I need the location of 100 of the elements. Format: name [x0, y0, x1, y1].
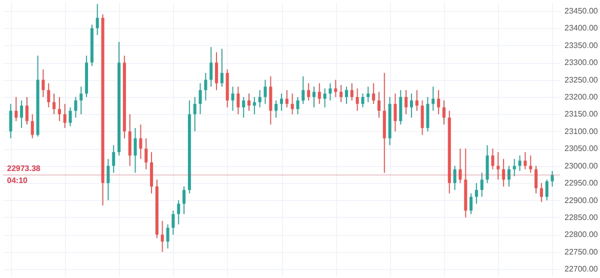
- candlestick: [274, 100, 278, 118]
- candlestick: [285, 90, 288, 108]
- candlestick: [312, 86, 316, 108]
- candlestick: [134, 127, 137, 174]
- y-tick-label: 23300.00: [564, 58, 598, 68]
- candlestick: [236, 86, 240, 115]
- candlestick: [215, 52, 218, 91]
- candlestick: [420, 100, 424, 136]
- candlestick: [68, 106, 72, 127]
- candlestick: [198, 82, 202, 115]
- candlestick: [290, 93, 294, 115]
- candlestick: [20, 100, 24, 128]
- candlestick: [529, 155, 532, 174]
- candlestick: [252, 96, 256, 115]
- candlestick: [410, 93, 413, 118]
- candlestick: [96, 4, 99, 36]
- candlestick: [182, 186, 186, 215]
- candlestick: [442, 100, 446, 126]
- y-tick-label: 23150.00: [564, 110, 598, 119]
- ref-line-label: 22973.38: [7, 164, 41, 174]
- candlestick: [144, 138, 148, 170]
- candlestick: [220, 48, 224, 88]
- candlestick: [453, 165, 456, 190]
- candlestick: [502, 158, 506, 188]
- candlestick: [204, 72, 208, 101]
- y-tick-label: 23100.00: [564, 126, 598, 136]
- candlestick: [231, 86, 234, 112]
- candlestick: [480, 172, 484, 198]
- candlestick: [25, 96, 28, 126]
- candlestick: [112, 144, 116, 174]
- y-tick-label: 23400.00: [564, 24, 598, 33]
- candlestick: [540, 182, 543, 202]
- candlestick: [160, 220, 164, 252]
- candlestick: [550, 170, 554, 188]
- candlestick: [47, 82, 50, 108]
- candlestick: [280, 93, 283, 112]
- candlestick: [177, 200, 180, 225]
- candlestick: [258, 90, 262, 108]
- candlestick: [366, 86, 370, 103]
- candlestick: [307, 82, 310, 101]
- candlestick: [432, 86, 435, 112]
- candlestick: [474, 182, 478, 204]
- candlestick: [361, 93, 364, 108]
- y-tick-label: 23450.00: [564, 6, 598, 16]
- y-tick-label: 23200.00: [564, 92, 598, 102]
- candlestick: [318, 82, 321, 104]
- y-tick-label: 22700.00: [564, 264, 598, 274]
- candlestick: [545, 179, 548, 201]
- candlestick: [106, 158, 110, 201]
- candlestick: [74, 96, 78, 118]
- candlestick: [491, 148, 494, 170]
- candlestick: [296, 96, 300, 115]
- candlestick: [58, 96, 61, 122]
- candlestick: [210, 46, 213, 88]
- candlestick: [470, 192, 473, 215]
- candlestick: [518, 155, 522, 172]
- candlestick: [30, 114, 34, 139]
- candlestick: [166, 224, 170, 249]
- candlestick: [377, 91, 380, 118]
- candlestick: [9, 103, 12, 139]
- candlestick: [302, 76, 305, 104]
- candlestick: [63, 103, 66, 128]
- candlestick: [496, 152, 500, 180]
- candlestick: [52, 93, 56, 115]
- y-tick-label: 22900.00: [564, 196, 598, 205]
- y-tick-label: 23350.00: [564, 40, 598, 50]
- candlestick: [139, 124, 142, 160]
- y-tick-label: 23250.00: [564, 75, 598, 84]
- candlestick: [394, 93, 397, 132]
- candlestick: [404, 90, 408, 115]
- candlestick: [42, 68, 45, 98]
- candlestick: [323, 88, 326, 108]
- candlestick: [344, 86, 348, 104]
- candlestick: [334, 79, 338, 98]
- y-tick-label: 23050.00: [564, 144, 598, 154]
- candlestick: [172, 210, 175, 236]
- candlestick: [372, 82, 376, 104]
- y-tick-label: 23000.00: [564, 161, 598, 170]
- y-tick-label: 22800.00: [564, 230, 598, 240]
- candlestick: [458, 148, 462, 184]
- y-tick-label: 22850.00: [564, 212, 598, 222]
- candlestick: [534, 165, 538, 194]
- y-tick-label: 22750.00: [564, 247, 598, 256]
- candlestick: [356, 88, 359, 112]
- candlestick: [242, 96, 246, 118]
- candlestick: [350, 82, 354, 101]
- candlestick: [507, 165, 510, 188]
- annotation: 04:10: [7, 176, 28, 186]
- candlestick: [193, 96, 196, 132]
- candlestick: [437, 90, 440, 115]
- candlestick: [524, 152, 527, 170]
- candlestick: [415, 90, 418, 112]
- candlestick: [328, 82, 332, 101]
- candlestick: [340, 84, 343, 103]
- y-tick-label: 22950.00: [564, 178, 598, 188]
- candlestick: [80, 86, 83, 115]
- candlestick: [512, 158, 516, 177]
- candlestick: [14, 96, 18, 122]
- candlestick: [248, 93, 251, 112]
- candlestick: [264, 79, 267, 104]
